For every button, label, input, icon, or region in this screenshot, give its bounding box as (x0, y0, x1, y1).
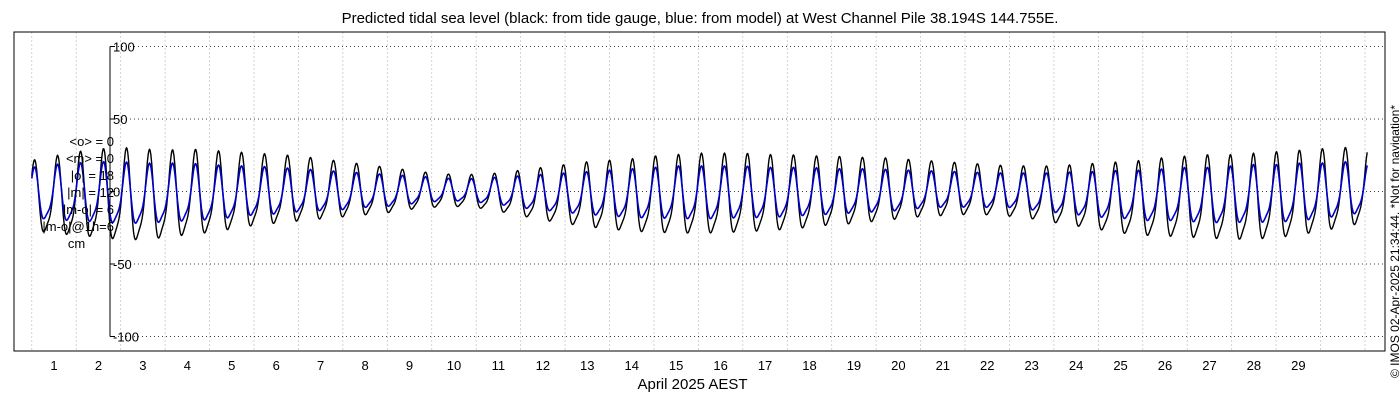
x-tick-label: 29 (1291, 358, 1305, 373)
y-tick-label: -50 (113, 257, 132, 272)
stat-abs-difference: |m-o| = 6 (62, 202, 114, 217)
x-tick-label: 9 (406, 358, 413, 373)
stat-unit: cm (67, 236, 86, 251)
x-tick-label: 6 (273, 358, 280, 373)
stat-mean-observed: <o> = 0 (69, 134, 114, 149)
x-tick-label: 4 (184, 358, 191, 373)
stat-abs-model: |m| = 12 (67, 185, 114, 200)
x-tick-label: 22 (980, 358, 994, 373)
x-tick-label: 10 (447, 358, 461, 373)
x-tick-label: 5 (228, 358, 235, 373)
statistics-panel: <o> = 0 <m> = 0 |o| = 18 |m| = 12 |m-o| … (14, 133, 114, 252)
x-tick-label: 19 (847, 358, 861, 373)
x-tick-label: 14 (624, 358, 638, 373)
x-tick-label: 7 (317, 358, 324, 373)
x-tick-label: 3 (139, 358, 146, 373)
x-tick-label: 11 (492, 358, 506, 373)
x-tick-label: 13 (580, 358, 594, 373)
x-tick-label: 23 (1024, 358, 1038, 373)
x-tick-label: 20 (891, 358, 905, 373)
stat-mean-model: <m> = 0 (65, 151, 114, 166)
x-tick-label: 17 (758, 358, 772, 373)
x-tick-label: 24 (1069, 358, 1083, 373)
x-tick-label: 8 (361, 358, 368, 373)
x-tick-label: 27 (1202, 358, 1216, 373)
plot-frame (13, 31, 1386, 352)
x-axis-label: April 2025 AEST (637, 376, 748, 393)
y-tick-label: 0 (113, 185, 120, 200)
x-tick-label: 12 (536, 358, 550, 373)
x-tick-label: 28 (1247, 358, 1261, 373)
stat-abs-difference-1h: |m-o|@1h=6 (42, 219, 114, 234)
x-tick-label: 16 (713, 358, 727, 373)
model-series-line (31, 160, 1368, 224)
x-tick-label: 15 (669, 358, 683, 373)
copyright-notice: © IMOS 02-Apr-2025 21:34:44. *Not for na… (1388, 105, 1400, 378)
y-tick-label: -100 (113, 330, 139, 345)
x-tick-label: 2 (95, 358, 102, 373)
y-tick-label: 50 (113, 112, 127, 127)
x-tick-label: 18 (802, 358, 816, 373)
y-tick-label: 100 (113, 40, 135, 55)
tide-gauge-series-line (31, 146, 1368, 241)
stat-abs-observed: |o| = 18 (70, 168, 114, 183)
x-tick-label: 21 (936, 358, 950, 373)
chart-title: Predicted tidal sea level (black: from t… (341, 10, 1059, 27)
x-tick-label: 1 (50, 358, 57, 373)
x-tick-label: 25 (1113, 358, 1127, 373)
x-tick-label: 26 (1158, 358, 1172, 373)
